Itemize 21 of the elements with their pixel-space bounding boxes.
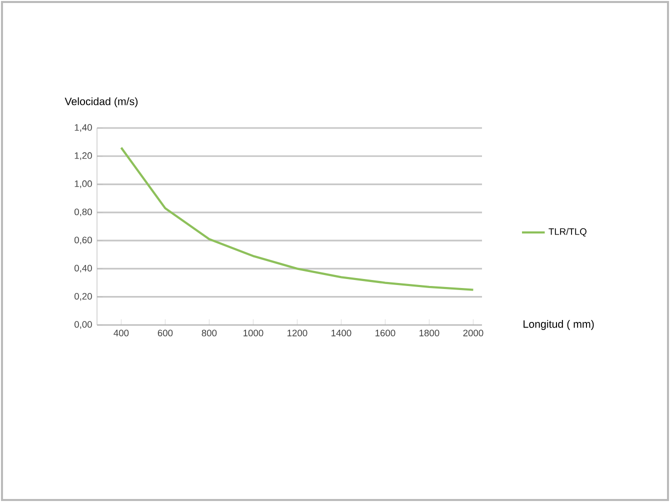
y-tick-label: 0,00 xyxy=(74,321,92,329)
x-tick-label: 600 xyxy=(158,330,173,336)
y-tick-label: 0,20 xyxy=(74,293,92,301)
x-tick-label: 1600 xyxy=(376,330,396,336)
y-tick-label: 0,60 xyxy=(74,236,92,244)
x-tick-label: 1800 xyxy=(420,330,440,336)
x-axis-title: Longitud ( mm) xyxy=(524,320,594,330)
x-tick-label: 400 xyxy=(114,330,129,336)
line-series xyxy=(120,146,474,291)
legend-label: TLR/TLQ xyxy=(548,228,586,237)
x-tick-label: 2000 xyxy=(463,330,484,336)
y-tick-label: 1,40 xyxy=(74,124,92,132)
y-axis-title: Velocidad (m/s) xyxy=(64,97,138,108)
x-tick-label: 1000 xyxy=(244,330,264,336)
y-tick-label: 1,00 xyxy=(74,180,92,188)
y-tick-label: 1,20 xyxy=(74,152,92,160)
x-tick-label: 1200 xyxy=(288,330,308,336)
y-tick-label: 0,80 xyxy=(74,208,92,216)
y-tick-label: 0,40 xyxy=(74,264,92,273)
x-tick-label: 1400 xyxy=(332,330,352,336)
x-tick-label: 800 xyxy=(202,330,217,336)
